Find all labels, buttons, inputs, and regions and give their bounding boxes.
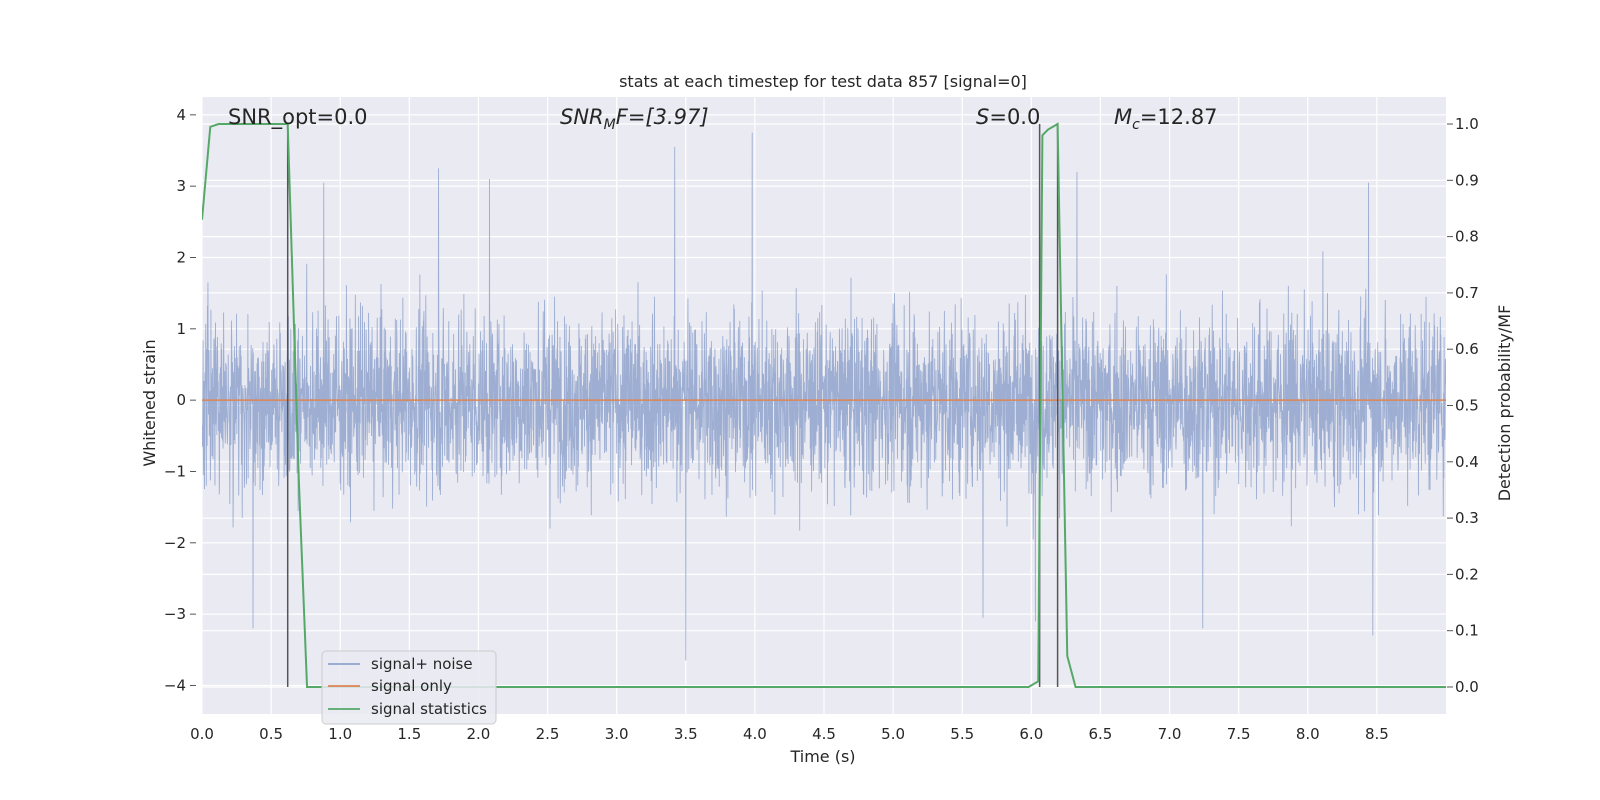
annotation-snr-mf-sub: M	[604, 117, 616, 133]
x-tick-label: 7.0	[1158, 725, 1182, 743]
y-tick-label: −2	[164, 534, 186, 552]
x-tick-label: 1.5	[397, 725, 421, 743]
y-tick-label: 3	[176, 177, 186, 195]
y-right-tick-label: 0.2	[1455, 565, 1479, 583]
annotation-mc-main: M	[1114, 105, 1132, 129]
x-tick-label: 5.5	[950, 725, 974, 743]
y-axis-label: Whitened strain	[140, 339, 159, 466]
x-tick-label: 0.0	[190, 725, 214, 743]
annotation-mc-rest: =12.87	[1140, 105, 1218, 129]
y-right-tick-label: 0.1	[1455, 622, 1479, 640]
legend-label-signal-only: signal only	[371, 677, 452, 695]
y-right-tick-label: 0.4	[1455, 453, 1479, 471]
series-signal-statistics	[202, 122, 1446, 688]
legend-box	[321, 650, 497, 725]
y-tick-label: 4	[176, 106, 186, 124]
y-tick-label: −4	[164, 676, 186, 694]
x-axis-label: Time (s)	[789, 747, 855, 766]
y-tick-label: 2	[176, 248, 186, 266]
legend-label-signal-noise: signal+ noise	[371, 655, 473, 673]
legend: signal+ noise signal only signal statist…	[321, 650, 497, 725]
y-right-tick-label: 0.6	[1455, 340, 1479, 358]
legend-label-signal-statistics: signal statistics	[371, 700, 487, 718]
x-tick-label: 2.0	[467, 725, 491, 743]
y-right-tick-label: 0.8	[1455, 228, 1479, 246]
y-tick-label: 0	[176, 391, 186, 409]
annotation-mc: Mc=12.87	[1114, 105, 1218, 133]
x-tick-label: 8.5	[1365, 725, 1389, 743]
x-tick-label: 4.5	[812, 725, 836, 743]
chart-title: stats at each timestep for test data 857…	[619, 72, 1027, 91]
x-tick-label: 5.0	[881, 725, 905, 743]
x-tick-label: 7.5	[1227, 725, 1251, 743]
annotation-mc-sub: c	[1132, 117, 1140, 133]
y-right-tick-label: 0.3	[1455, 509, 1479, 527]
x-tick-label: 4.0	[743, 725, 767, 743]
annotation-snr-opt: SNR_opt=0.0	[228, 105, 368, 130]
y-axis-right-label: Detection probability/MF	[1495, 305, 1514, 502]
x-tick-label: 3.0	[605, 725, 629, 743]
annotation-snr-mf: SNRMF=[3.97]	[560, 105, 709, 133]
y-right-tick-label: 0.7	[1455, 284, 1479, 302]
y-right-tick-label: 0.5	[1455, 397, 1479, 415]
y-right-tick-label: 1.0	[1455, 115, 1479, 133]
x-tick-label: 3.5	[674, 725, 698, 743]
y-tick-label: −3	[164, 605, 186, 623]
annotation-s: S=0.0	[976, 105, 1040, 129]
signal-noise-line	[202, 132, 1446, 661]
x-tick-label: 6.5	[1089, 725, 1113, 743]
y-tick-label: −1	[164, 462, 186, 480]
x-tick-label: 1.0	[328, 725, 352, 743]
axis-ticks: 0.0 0.5 1.0 1.5 2.0 2.5 3.0 3.5 4.0 4.5 5.0 5.5 6.0 6…	[164, 106, 1479, 743]
x-tick-label: 0.5	[259, 725, 283, 743]
annotation-s-rest: =0.0	[989, 105, 1040, 129]
x-tick-label: 6.0	[1019, 725, 1043, 743]
annotation-s-main: S	[976, 105, 989, 129]
signal-statistics-line	[202, 122, 1446, 688]
annotation-snr-mf-main: SNR	[560, 105, 604, 129]
x-tick-label: 8.0	[1296, 725, 1320, 743]
y-tick-label: 1	[176, 320, 186, 338]
x-tick-label: 2.5	[536, 725, 560, 743]
y-right-tick-label: 0.0	[1455, 678, 1479, 696]
series-signal-noise	[202, 132, 1446, 661]
y-right-tick-label: 0.9	[1455, 171, 1479, 189]
annotation-snr-mf-rest: F=[3.97]	[616, 105, 709, 129]
